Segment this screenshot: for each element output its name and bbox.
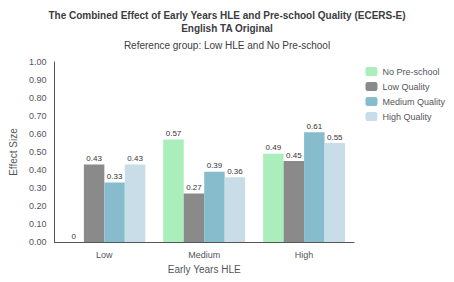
svg-text:Reference group: Low HLE and N: Reference group: Low HLE and No Pre-scho…: [124, 40, 330, 51]
svg-text:0.20: 0.20: [29, 201, 47, 211]
svg-text:0.33: 0.33: [107, 172, 123, 181]
svg-text:0.50: 0.50: [29, 147, 47, 157]
svg-text:Low: Low: [96, 250, 113, 260]
svg-text:High: High: [295, 250, 314, 260]
svg-text:0.10: 0.10: [29, 219, 47, 229]
svg-text:0.61: 0.61: [307, 122, 323, 131]
svg-text:Low Quality: Low Quality: [382, 82, 430, 92]
svg-text:0.57: 0.57: [166, 129, 182, 138]
svg-text:0.49: 0.49: [266, 143, 282, 152]
svg-text:0.90: 0.90: [29, 75, 47, 85]
svg-text:Effect Size: Effect Size: [8, 128, 19, 176]
svg-text:1.00: 1.00: [29, 57, 47, 67]
svg-text:0.55: 0.55: [327, 133, 343, 142]
svg-text:No Pre-school: No Pre-school: [382, 67, 439, 77]
svg-text:0.39: 0.39: [207, 161, 223, 170]
svg-text:English TA Original: English TA Original: [181, 23, 273, 34]
svg-text:0.45: 0.45: [286, 151, 302, 160]
svg-text:0.60: 0.60: [29, 129, 47, 139]
svg-text:0.30: 0.30: [29, 183, 47, 193]
svg-text:The Combined Effect of Early Y: The Combined Effect of Early Years HLE a…: [48, 10, 405, 21]
svg-text:0.43: 0.43: [127, 154, 143, 163]
svg-text:High Quality: High Quality: [382, 112, 432, 122]
svg-text:0.70: 0.70: [29, 111, 47, 121]
svg-text:0.00: 0.00: [29, 237, 47, 247]
svg-text:Medium: Medium: [188, 250, 220, 260]
svg-text:0.27: 0.27: [186, 183, 202, 192]
svg-text:0.40: 0.40: [29, 165, 47, 175]
svg-text:0.43: 0.43: [86, 154, 102, 163]
svg-text:Early Years HLE: Early Years HLE: [168, 264, 241, 275]
svg-text:0: 0: [71, 232, 76, 241]
svg-text:0.36: 0.36: [227, 167, 243, 176]
svg-text:Medium Quality: Medium Quality: [382, 97, 445, 107]
svg-text:0.80: 0.80: [29, 93, 47, 103]
